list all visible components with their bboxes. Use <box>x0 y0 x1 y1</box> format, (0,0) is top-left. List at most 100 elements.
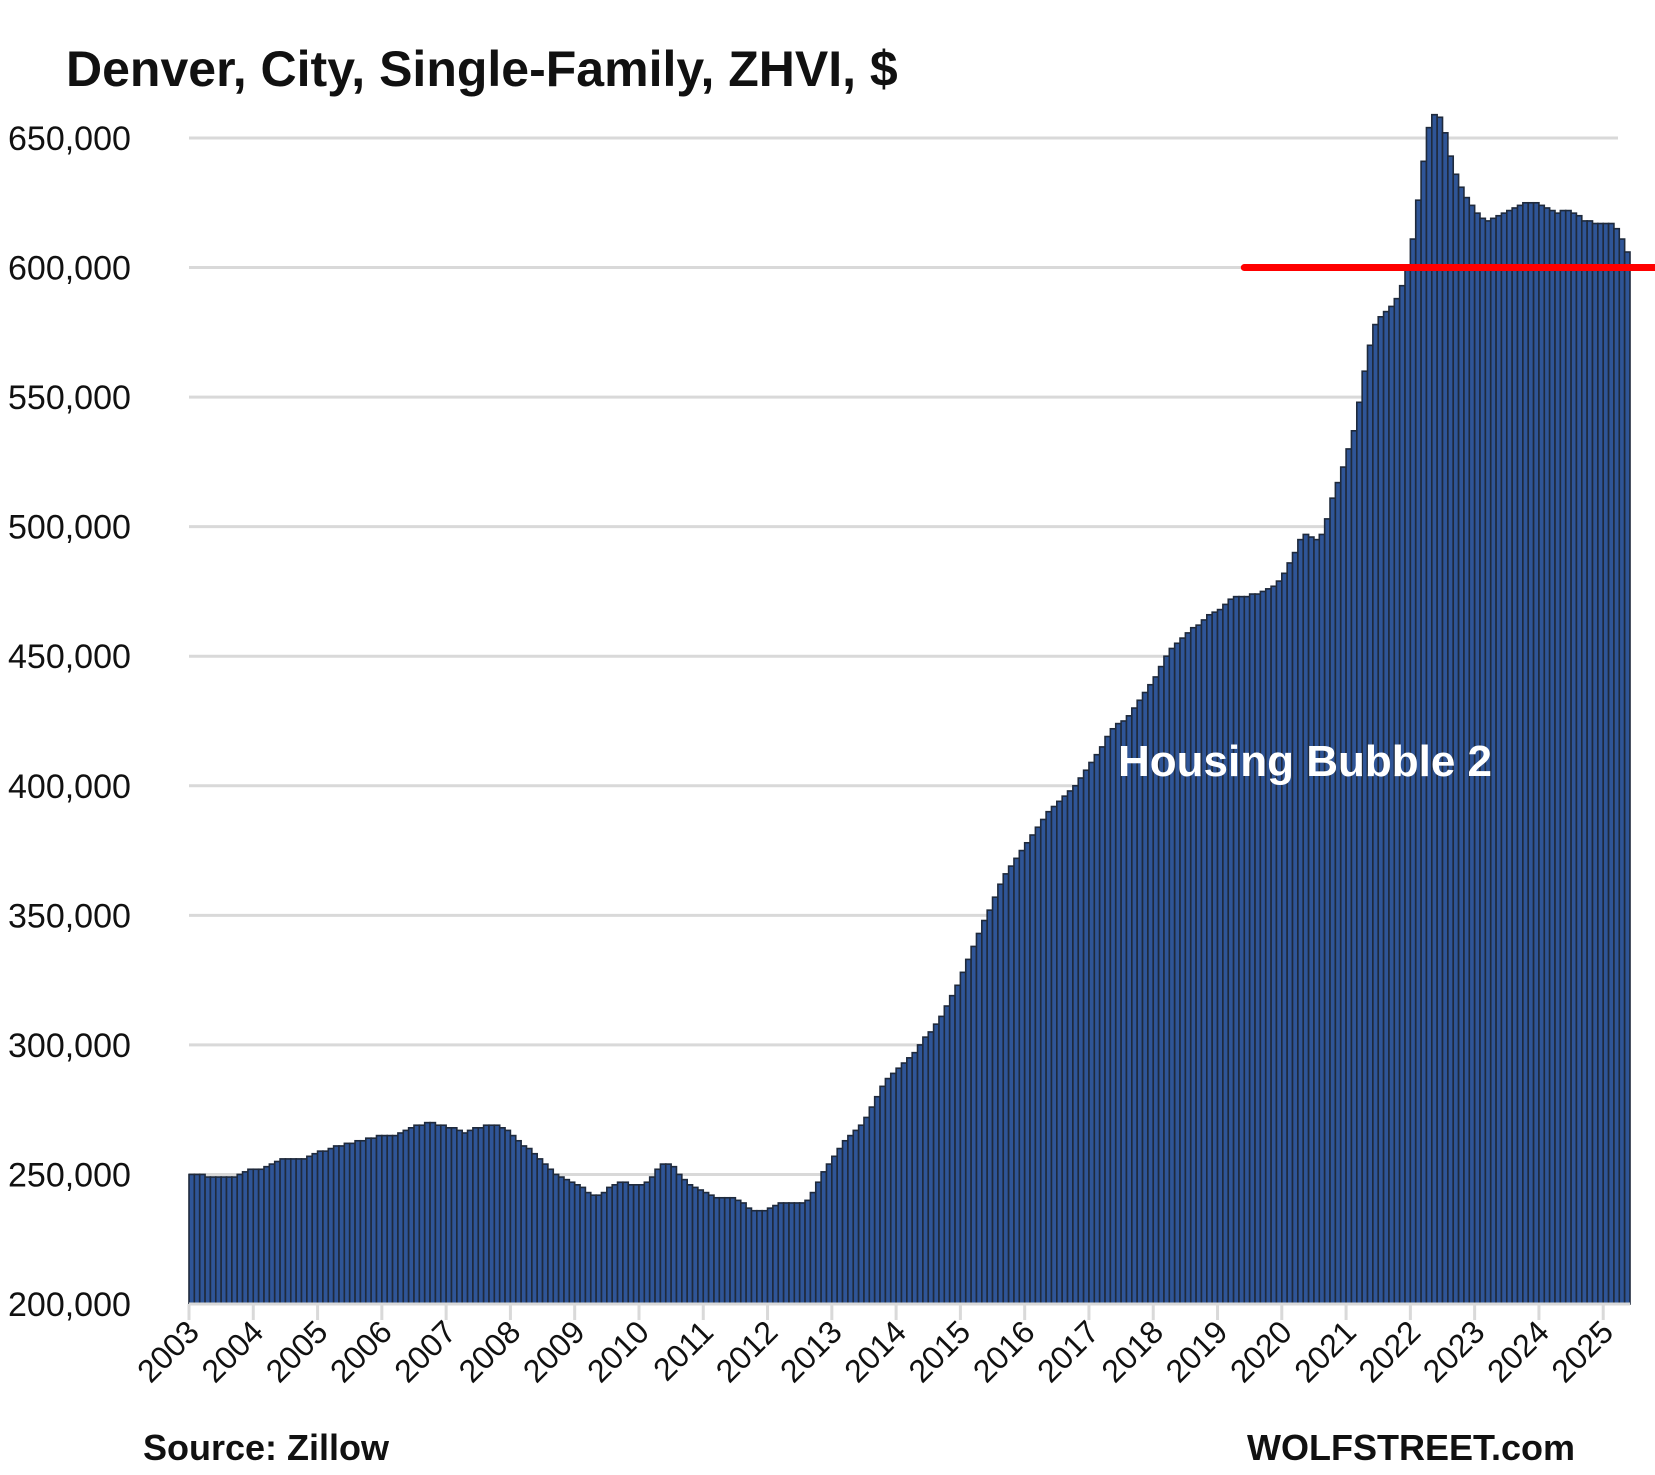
bars <box>188 113 1631 1305</box>
bar <box>514 1139 522 1305</box>
bar <box>198 1173 206 1305</box>
bar <box>1511 207 1519 1305</box>
bar <box>407 1127 415 1305</box>
bar <box>579 1186 587 1305</box>
x-axis: 2003200420052006200720082009201020112012… <box>130 1302 1630 1389</box>
bar <box>1554 212 1562 1305</box>
bar <box>1393 297 1401 1305</box>
x-tick-label: 2006 <box>323 1313 399 1389</box>
bar <box>782 1202 790 1305</box>
bar <box>214 1176 222 1305</box>
x-tick-label: 2012 <box>709 1313 785 1389</box>
bar <box>1522 201 1530 1305</box>
bar <box>327 1147 335 1305</box>
bar <box>1307 536 1315 1305</box>
bar <box>1002 873 1010 1305</box>
bar <box>1195 624 1203 1305</box>
bar <box>450 1127 458 1305</box>
bar <box>1013 857 1021 1305</box>
bar <box>718 1196 726 1305</box>
bar <box>739 1202 747 1305</box>
bar <box>413 1124 421 1305</box>
bar <box>1056 800 1063 1305</box>
bar <box>970 945 978 1305</box>
bar <box>1077 777 1085 1305</box>
bar <box>552 1173 560 1305</box>
bar <box>188 1173 196 1305</box>
bar <box>252 1168 260 1305</box>
bar <box>231 1176 239 1305</box>
x-tick-label: 2025 <box>1544 1313 1620 1389</box>
bar <box>1564 209 1572 1305</box>
x-tick-label: 2004 <box>194 1313 270 1389</box>
gridlines <box>189 136 1618 1176</box>
bar <box>236 1173 244 1305</box>
bar <box>1580 220 1588 1305</box>
bar <box>493 1124 501 1305</box>
bar <box>354 1139 362 1305</box>
bar <box>418 1124 426 1305</box>
x-tick-label: 2023 <box>1416 1313 1492 1389</box>
bar <box>1447 155 1455 1305</box>
bar <box>1334 481 1342 1305</box>
bar <box>375 1134 383 1305</box>
bar <box>1430 113 1438 1305</box>
bar <box>1613 227 1621 1305</box>
bar <box>664 1163 672 1305</box>
bar <box>638 1184 646 1305</box>
bar <box>911 1051 919 1305</box>
bar <box>1425 126 1433 1305</box>
bar <box>1216 608 1224 1305</box>
bar <box>209 1176 217 1305</box>
bar <box>364 1137 372 1305</box>
bar <box>257 1168 265 1305</box>
bar <box>1291 551 1299 1305</box>
bar <box>1602 222 1610 1305</box>
bar <box>1286 562 1294 1305</box>
y-tick-label: 250,000 <box>8 1156 131 1194</box>
bar <box>975 932 983 1305</box>
y-tick-label: 400,000 <box>8 768 131 806</box>
bar <box>531 1152 538 1305</box>
bar <box>1350 429 1358 1305</box>
x-tick-label: 2019 <box>1159 1313 1235 1389</box>
y-tick-label: 300,000 <box>8 1027 131 1065</box>
bar <box>606 1186 613 1305</box>
bar <box>568 1181 576 1305</box>
bar <box>857 1124 865 1305</box>
bar <box>766 1207 774 1305</box>
bar <box>541 1163 549 1305</box>
bar <box>1007 865 1015 1305</box>
bar <box>681 1178 688 1305</box>
y-tick-label: 500,000 <box>8 509 131 547</box>
x-tick-label: 2007 <box>387 1313 463 1389</box>
bar <box>889 1072 897 1305</box>
bar <box>831 1155 838 1305</box>
bar <box>756 1209 763 1305</box>
bar <box>600 1191 608 1305</box>
bar <box>498 1127 506 1305</box>
x-tick-label: 2011 <box>646 1313 720 1387</box>
bar <box>204 1176 212 1305</box>
bar <box>193 1173 201 1305</box>
bar <box>622 1181 630 1305</box>
bar <box>1189 626 1197 1305</box>
bar <box>311 1152 319 1305</box>
bar <box>241 1171 249 1305</box>
bar <box>686 1184 694 1305</box>
bar <box>697 1189 705 1305</box>
bar <box>1072 784 1080 1305</box>
bar <box>1227 598 1235 1305</box>
bar <box>595 1194 603 1305</box>
bar <box>734 1199 742 1305</box>
bar <box>343 1142 351 1305</box>
bar <box>397 1132 405 1305</box>
y-tick-label: 200,000 <box>8 1286 131 1324</box>
annotation-housing-bubble-2: Housing Bubble 2 <box>1118 737 1492 786</box>
bar <box>279 1158 287 1305</box>
bar <box>1211 611 1219 1305</box>
bar <box>793 1202 801 1305</box>
bar <box>1248 593 1256 1305</box>
bar <box>729 1196 737 1305</box>
bar <box>895 1067 903 1305</box>
